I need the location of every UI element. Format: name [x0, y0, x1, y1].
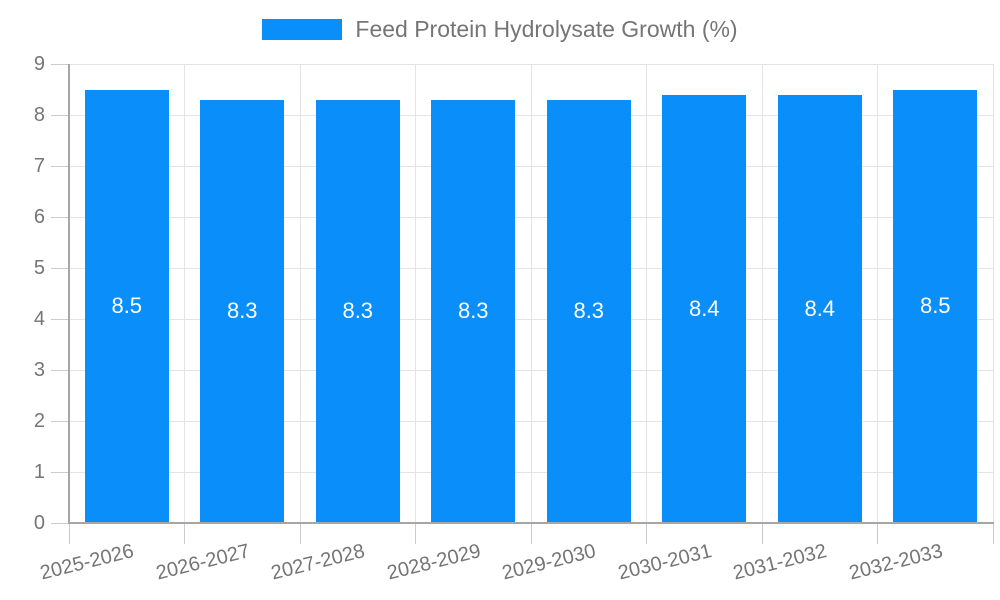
y-axis-tick	[51, 472, 69, 473]
x-axis-category-label: 2025-2026	[37, 540, 137, 585]
y-axis-tick-label: 5	[33, 257, 45, 279]
bar[interactable]: 8.3	[315, 99, 400, 523]
x-axis-tick	[646, 524, 647, 544]
bar-value-label: 8.3	[573, 298, 605, 324]
y-axis-tick-label: 9	[33, 53, 45, 75]
legend-label: Feed Protein Hydrolysate Growth (%)	[355, 16, 738, 42]
x-axis-tick	[992, 524, 994, 544]
x-axis-category-label: 2028-2029	[384, 540, 483, 585]
bar-value-label: 8.4	[804, 295, 836, 321]
y-axis-tick-label: 7	[33, 155, 45, 177]
gridline-vertical	[761, 64, 763, 523]
bar[interactable]: 8.4	[662, 94, 747, 523]
y-axis-tick	[51, 64, 69, 65]
bar-value-label: 8.5	[111, 293, 143, 319]
x-axis-tick	[68, 524, 70, 544]
legend-swatch	[262, 19, 343, 40]
gridline-vertical	[184, 64, 185, 523]
y-axis-line	[68, 64, 70, 523]
chart-legend[interactable]: Feed Protein Hydrolysate Growth (%)	[0, 16, 1000, 43]
x-axis-category-label: 2026-2027	[153, 540, 252, 585]
x-axis-category-label: 2030-2031	[615, 540, 714, 585]
y-axis-tick	[51, 268, 69, 269]
y-axis-tick	[51, 370, 69, 371]
bar[interactable]: 8.4	[777, 94, 862, 523]
gridline-vertical	[530, 64, 532, 523]
gridline-vertical	[299, 64, 301, 523]
y-axis-tick-label: 3	[33, 359, 45, 381]
y-axis-tick	[51, 217, 69, 218]
bar[interactable]: 8.3	[200, 99, 285, 523]
x-axis-tick	[184, 524, 185, 544]
bar-value-label: 8.5	[919, 293, 951, 319]
bar-value-label: 8.4	[688, 295, 720, 321]
gridline-vertical	[415, 64, 416, 523]
y-axis-tick-label: 0	[33, 512, 45, 534]
bar-value-label: 8.3	[457, 298, 489, 324]
y-axis-tick-label: 2	[33, 410, 45, 432]
y-axis-tick	[51, 319, 69, 320]
x-axis-category-label: 2029-2030	[499, 540, 599, 585]
gridline-vertical	[877, 64, 878, 523]
y-axis-tick-label: 6	[33, 206, 45, 228]
y-axis-tick	[51, 166, 69, 167]
x-axis-line	[68, 522, 994, 524]
bar[interactable]: 8.3	[546, 99, 631, 523]
x-axis-category-label: 2032-2033	[846, 540, 945, 585]
y-axis-tick	[51, 115, 69, 116]
x-axis-tick	[530, 524, 532, 544]
gridline-vertical	[646, 64, 647, 523]
bar-value-label: 8.3	[342, 298, 374, 324]
bar[interactable]: 8.3	[431, 99, 516, 523]
y-axis-tick-label: 4	[33, 308, 45, 330]
bar[interactable]: 8.5	[893, 89, 978, 523]
bar[interactable]: 8.5	[84, 89, 169, 523]
x-axis-tick	[877, 524, 878, 544]
x-axis-category-label: 2027-2028	[268, 540, 368, 585]
x-axis-tick	[415, 524, 416, 544]
y-axis-tick-label: 8	[33, 104, 45, 126]
x-axis-category-label: 2031-2032	[730, 540, 830, 585]
x-axis-tick	[299, 524, 301, 544]
gridline-vertical	[992, 64, 994, 523]
y-axis-tick-label: 1	[33, 461, 45, 483]
y-axis-tick	[51, 421, 69, 422]
bar-value-label: 8.3	[226, 298, 258, 324]
x-axis-tick	[761, 524, 763, 544]
y-axis-tick	[51, 523, 69, 524]
